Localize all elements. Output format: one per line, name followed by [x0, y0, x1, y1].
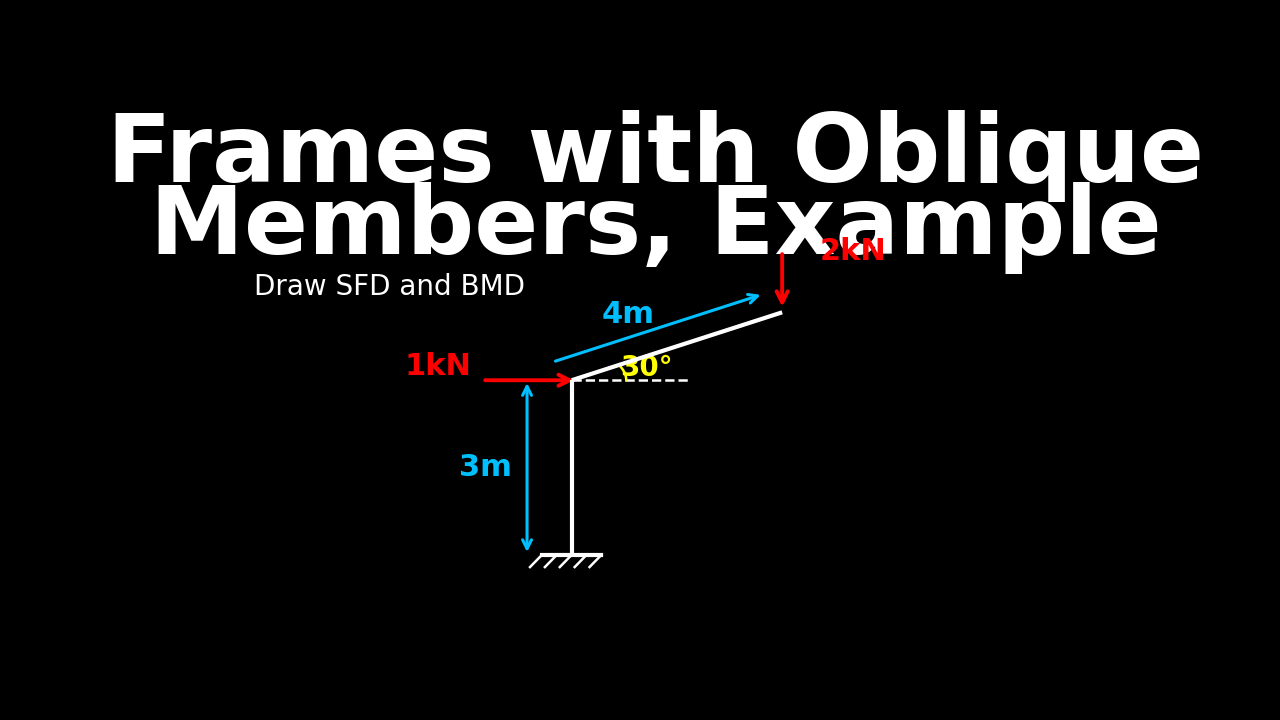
Text: 1kN: 1kN: [404, 352, 471, 381]
Text: 3m: 3m: [460, 453, 512, 482]
Text: Members, Example: Members, Example: [150, 181, 1162, 274]
Text: Draw SFD and BMD: Draw SFD and BMD: [255, 273, 525, 301]
Text: 2kN: 2kN: [820, 237, 887, 266]
Text: Frames with Oblique: Frames with Oblique: [108, 109, 1204, 202]
Text: 4m: 4m: [602, 300, 655, 330]
Text: 30°: 30°: [620, 354, 672, 382]
